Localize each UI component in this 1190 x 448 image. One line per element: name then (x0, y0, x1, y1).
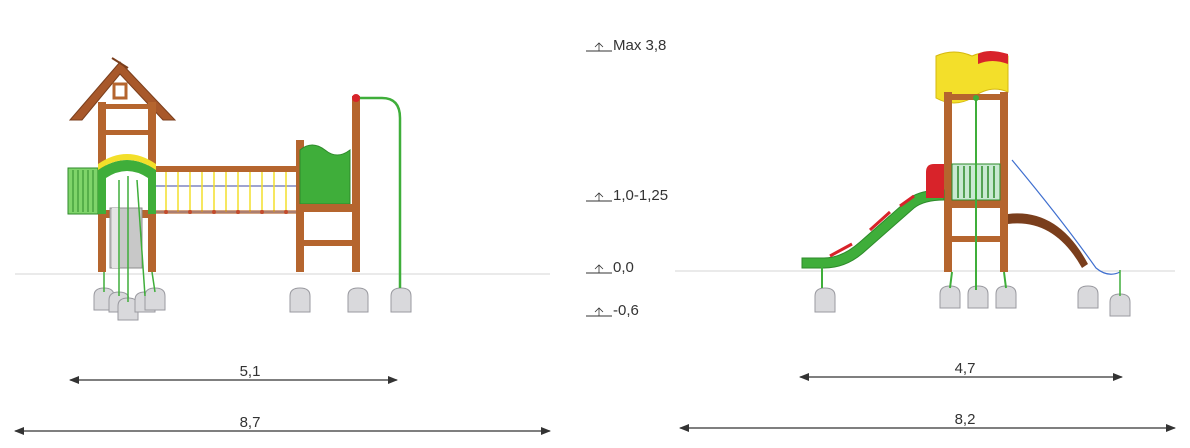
right-foundation-blocks (814, 285, 1131, 317)
level-label-foundation: -0,6 (613, 302, 639, 319)
dimension-right-safety: 8,2 (679, 411, 1176, 432)
right-slide (801, 189, 945, 269)
level-label-ground: 0,0 (613, 259, 634, 276)
right-climbing-rope (1011, 159, 1121, 275)
dimension-label-right-safety: 8,2 (955, 411, 976, 428)
left-wave-panel (299, 144, 351, 205)
dimension-left-structure: 5,1 (69, 363, 398, 384)
dimension-right-structure: 4,7 (799, 360, 1123, 381)
left-play-tower-elevation (67, 57, 412, 321)
level-marker-ground: 0,0 (586, 259, 634, 276)
level-marker-foundation: -0,6 (586, 302, 639, 319)
level-marker-platform: 1,0-1,25 (586, 187, 668, 204)
level-label-max: Max 3,8 (613, 37, 666, 54)
left-fireman-pole (356, 96, 402, 288)
dimension-label-left-structure: 5,1 (240, 363, 261, 380)
dimension-label-left-safety: 8,7 (240, 414, 261, 431)
right-play-tower-elevation (801, 51, 1131, 317)
dimension-label-right-structure: 4,7 (955, 360, 976, 377)
left-arch-panel (98, 160, 156, 214)
level-marker-max: Max 3,8 (586, 37, 666, 54)
left-bridge-rail (156, 166, 296, 172)
dimension-left-safety: 8,7 (14, 414, 551, 435)
right-curved-slide (1008, 213, 1088, 268)
level-label-platform: 1,0-1,25 (613, 187, 668, 204)
left-bridge-rope-net (165, 172, 287, 212)
left-tower-roof (68, 57, 177, 121)
left-foundation-blocks (93, 287, 412, 321)
